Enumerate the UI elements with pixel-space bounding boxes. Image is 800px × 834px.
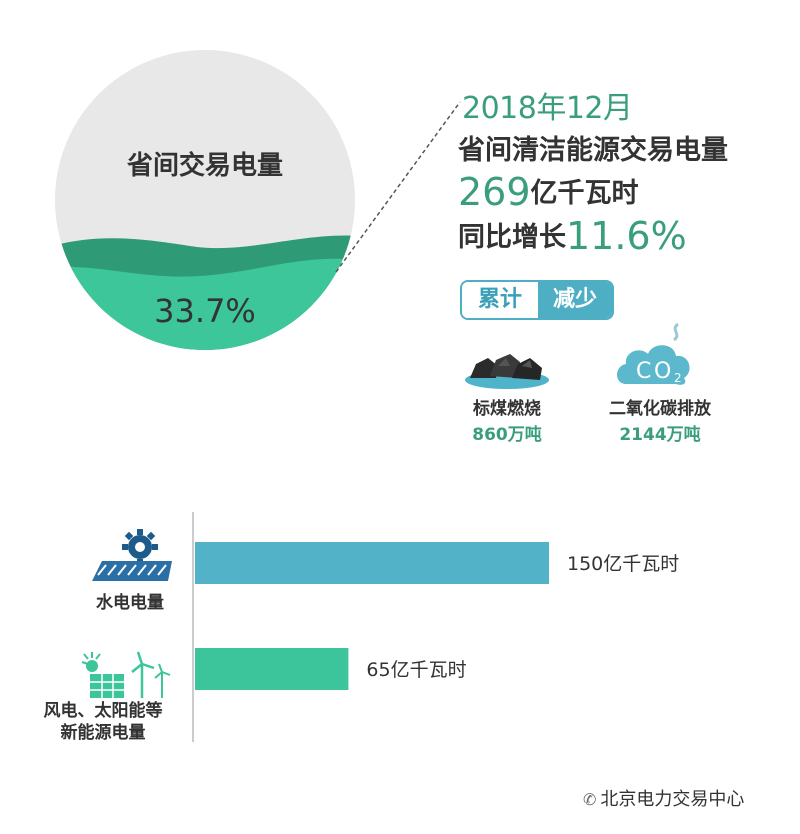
hydro-icon: [92, 529, 172, 581]
bar-0: [195, 542, 549, 584]
co2-cloud-icon: C O 2: [617, 322, 690, 385]
wechat-icon: ✆: [583, 790, 597, 809]
bar-category-hydro: 水电电量: [96, 593, 164, 613]
coal-value: 860万吨: [472, 425, 542, 445]
bar-value-label-0: 150亿千瓦时: [567, 553, 679, 575]
amount-number: 269: [458, 170, 531, 214]
circle-percent: 33.7%: [154, 292, 256, 330]
headline-growth: 同比增长11.6%: [458, 214, 687, 258]
growth-number: 11.6%: [566, 214, 687, 258]
coal-icon: [465, 354, 549, 389]
footer-text: 北京电力交易中心: [600, 789, 745, 810]
co2-label: 二氧化碳排放: [609, 399, 711, 419]
co2-value: 2144万吨: [619, 425, 701, 445]
circle-title: 省间交易电量: [126, 151, 283, 181]
svg-text:2: 2: [674, 371, 682, 385]
cumulative-reduction-badge: 累计 减少: [460, 280, 614, 320]
bar-value-label-1: 65亿千瓦时: [366, 659, 466, 681]
headline-amount: 269亿千瓦时: [458, 170, 639, 214]
coal-label: 标煤燃烧: [473, 399, 541, 419]
bar-1: [195, 648, 349, 690]
wind-solar-icon: [81, 651, 171, 698]
svg-text:C: C: [636, 359, 651, 384]
badge-reduce: 减少: [538, 282, 612, 318]
amount-unit: 亿千瓦时: [530, 178, 639, 209]
badge-cumulative: 累计: [462, 282, 538, 318]
growth-prefix: 同比增长: [458, 222, 566, 253]
footer-source: ✆ 北京电力交易中心: [583, 785, 744, 811]
svg-text:O: O: [654, 359, 671, 384]
report-date: 2018年12月: [462, 91, 633, 126]
headline-title: 省间清洁能源交易电量: [458, 135, 728, 166]
bar-category-renewables: 风电、太阳能等 新能源电量: [43, 701, 163, 743]
connector-line: [335, 101, 461, 273]
